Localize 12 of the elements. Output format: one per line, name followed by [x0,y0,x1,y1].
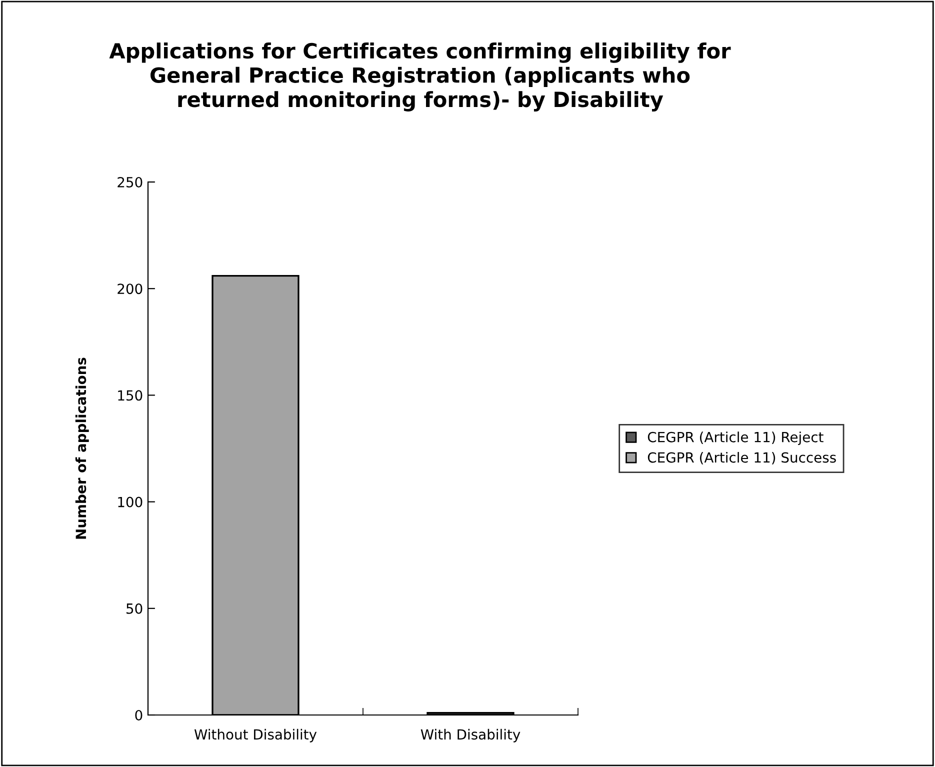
legend-label: CEGPR (Article 11) Success [648,452,836,464]
y-tick-label: 150 [118,390,142,401]
y-tick-label: 100 [118,496,142,508]
y-axis-title: Number of applications [75,358,89,539]
y-tick-label: 0 [135,710,142,720]
y-tick-label: 250 [118,176,142,188]
chart-title: Applications for Certificates confirming eligibility for General Practice Registration (applicants who returned monitoring forms)- by Disability [109,42,731,112]
legend-label: CEGPR (Article 11) Reject [648,432,824,446]
x-tick-label: Without Disability [194,728,317,742]
y-tick-label: 50 [126,603,142,614]
x-tick-label: With Disability [420,728,520,742]
y-tick-label: 200 [118,284,142,294]
